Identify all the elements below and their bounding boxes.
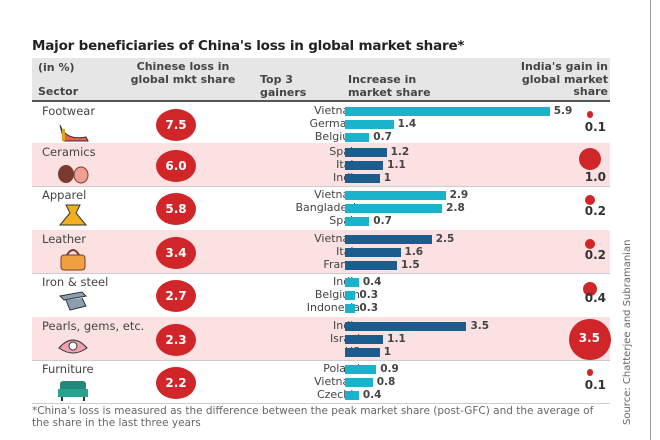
- increase-bar: [345, 322, 467, 331]
- increase-value: 0.3: [359, 302, 379, 314]
- chinese-loss-badge: 2.2: [156, 367, 196, 399]
- pottery-icon: [58, 165, 89, 184]
- chinese-loss-badge: 6.0: [156, 150, 196, 182]
- divider: [650, 0, 651, 440]
- india-gain-dot: [579, 147, 601, 170]
- increase-value: 2.8: [446, 202, 465, 214]
- india-gain-value: 0.2: [584, 204, 606, 218]
- sector-row: Pearls, gems, etc. 2.3India 3.5Israel 1.…: [32, 317, 611, 361]
- pearl-shell-icon: [58, 339, 88, 354]
- increase-value: 0.8: [376, 376, 396, 388]
- increase-value: 0.7: [373, 215, 392, 227]
- sector-row: Furniture 2.2 Poland 0.9 Vietnam 0.8 Czechi…: [32, 360, 610, 404]
- increase-value: 0.3: [359, 289, 379, 301]
- increase-bar: [345, 235, 432, 244]
- gainer-country: Bangladesh: [295, 201, 361, 214]
- increase-bar: [345, 335, 384, 344]
- increase-bar: [345, 261, 398, 270]
- india-gain-value: 0.1: [584, 378, 606, 392]
- increase-value: 1.1: [387, 333, 406, 345]
- india-gain-value: 0.4: [584, 291, 606, 305]
- increase-value: 1.5: [401, 259, 420, 271]
- increase-bar: [345, 174, 380, 183]
- india-gain-value: 0.1: [584, 120, 606, 134]
- increase-header: Increase in market share: [348, 73, 431, 99]
- dress-icon: [58, 204, 88, 226]
- sofa-icon: [58, 381, 88, 401]
- increase-value: 5.9: [553, 105, 573, 117]
- chinese-loss-badge: 3.4: [156, 237, 196, 269]
- india-header: India's gain in global market share: [520, 60, 608, 98]
- increase-bar: [345, 161, 384, 170]
- sector-header: Sector: [38, 85, 79, 98]
- sector-label: Footwear: [42, 104, 96, 118]
- india-gain-value: 1.0: [584, 170, 606, 184]
- increase-value: 0.4: [362, 389, 382, 401]
- increase-bar: [345, 278, 359, 287]
- india-gain-value: 3.5: [578, 330, 600, 345]
- increase-value: 1: [383, 346, 391, 358]
- increase-value: 1.4: [397, 118, 417, 130]
- chinese-loss-badge: 5.8: [156, 193, 196, 225]
- chart-title: Major beneficiaries of China's loss in g…: [32, 38, 465, 54]
- sector-label: Iron & steel: [42, 275, 109, 289]
- increase-bar: [345, 133, 370, 142]
- increase-value: 0.7: [373, 131, 392, 143]
- india-gain-dot: [583, 282, 597, 296]
- increase-value: 0.9: [380, 363, 399, 375]
- sector-row: Ceramics 6.0Spain 1.2Italy 1.1India 11.0: [32, 143, 610, 187]
- india-gain-value: 0.2: [584, 248, 606, 262]
- increase-bar: [345, 365, 377, 374]
- increase-bar: [345, 217, 370, 226]
- source-note: Source: Chatterjee and Subramanian: [622, 239, 633, 425]
- chinese-loss-badge: 7.5: [156, 109, 196, 141]
- increase-bar: [345, 248, 401, 257]
- loss-header: Chinese loss in global mkt share: [130, 60, 236, 86]
- sector-label: Leather: [42, 232, 86, 246]
- india-gain-dot: [585, 239, 595, 249]
- increase-value: 1: [383, 172, 391, 184]
- increase-value: 2.5: [435, 233, 455, 245]
- increase-bar: [345, 107, 550, 116]
- increase-value: 1.1: [387, 159, 406, 171]
- india-gain-dot: [585, 195, 595, 205]
- sector-label: Ceramics: [42, 145, 96, 159]
- sector-label: Apparel: [42, 188, 87, 202]
- increase-value: 0.4: [362, 276, 382, 288]
- india-gain-dot: [586, 111, 594, 118]
- increase-bar: [345, 348, 380, 357]
- increase-bar: [345, 148, 387, 157]
- increase-bar: [345, 191, 446, 200]
- unit-label: (in %): [38, 61, 75, 74]
- footnote: *China's loss is measured as the differe…: [32, 405, 594, 429]
- increase-bar: [345, 391, 359, 400]
- sector-row: Footwear 7.5 Vietnam 5.9 Germany 1.4 Belgiu…: [32, 102, 610, 144]
- increase-value: 1.6: [404, 246, 424, 258]
- sector-label: Pearls, gems, etc.: [42, 319, 145, 333]
- high-heel-icon: [59, 124, 89, 142]
- increase-value: 3.5: [470, 320, 490, 332]
- steel-beam-icon: [58, 291, 88, 311]
- increase-bar: [345, 120, 394, 129]
- india-gain-dot: [586, 369, 594, 376]
- handbag-icon: [60, 249, 86, 271]
- increase-bar: [345, 291, 356, 300]
- chinese-loss-badge: 2.7: [156, 280, 196, 312]
- gainers-header: Top 3 gainers: [260, 73, 307, 99]
- increase-bar: [345, 204, 443, 213]
- chinese-loss-badge: 2.3: [156, 324, 196, 356]
- increase-value: 2.9: [449, 189, 469, 201]
- sector-label: Furniture: [42, 362, 94, 376]
- increase-bar: [345, 304, 356, 313]
- table-header: (in %) Sector Chinese loss in global mkt…: [32, 58, 610, 102]
- india-gain-dot: [569, 319, 611, 361]
- increase-value: 1.2: [390, 146, 410, 158]
- increase-bar: [345, 378, 373, 387]
